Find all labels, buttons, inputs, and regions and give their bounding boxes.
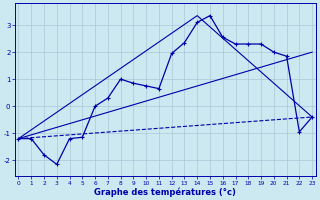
X-axis label: Graphe des températures (°c): Graphe des températures (°c) (94, 187, 236, 197)
